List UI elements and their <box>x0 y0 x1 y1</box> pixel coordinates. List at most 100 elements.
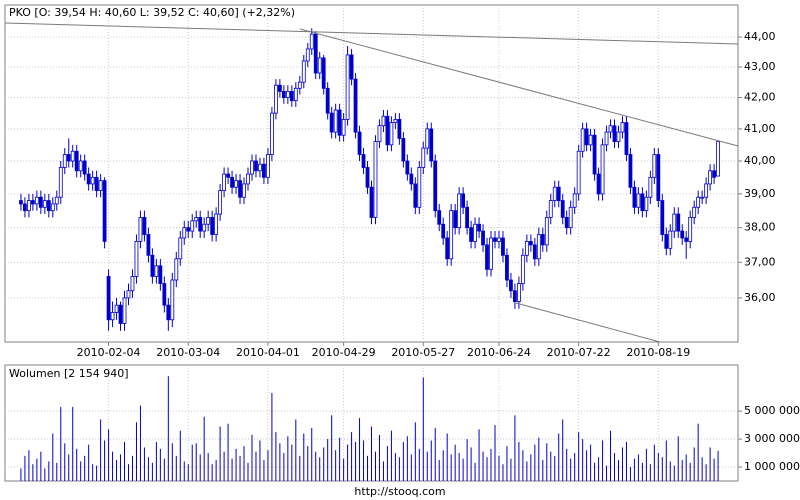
candle-body <box>592 134 597 175</box>
candle-body <box>564 217 569 229</box>
candle-body <box>628 154 633 188</box>
candle-body <box>461 193 466 208</box>
candle-body <box>381 115 386 127</box>
candle-body <box>572 193 577 208</box>
candle-body <box>309 33 314 50</box>
trend-line <box>4 22 739 45</box>
candle-body <box>277 84 282 92</box>
candle-body <box>453 210 458 229</box>
x-tick-label: 2010-04-01 <box>236 346 300 359</box>
candle-body <box>30 200 35 205</box>
candle-body <box>222 173 227 191</box>
candle-body <box>477 223 481 232</box>
candle-body <box>716 141 720 177</box>
candle-body <box>114 304 119 313</box>
candle-body <box>656 154 661 201</box>
candle-body <box>266 154 270 178</box>
candle-body <box>548 200 553 218</box>
candle-body <box>513 290 517 302</box>
y-tick-label: 36,00 <box>744 291 776 304</box>
price-title: PKO [O: 39,54 H: 40,60 L: 39,52 C: 40,60… <box>9 6 295 19</box>
candle-body <box>712 170 716 178</box>
candle-body <box>433 160 438 212</box>
candle-body <box>134 241 139 277</box>
candle-body <box>604 131 609 146</box>
candle-body <box>373 141 378 218</box>
candle-body <box>413 183 418 208</box>
candle-body <box>19 200 23 205</box>
candle-body <box>142 217 147 235</box>
candle-body <box>596 173 601 195</box>
candle-body <box>126 290 131 299</box>
candle-body <box>588 134 593 146</box>
candle-body <box>58 167 63 198</box>
candle-body <box>481 230 485 246</box>
candle-body <box>409 173 414 185</box>
candle-body <box>457 193 462 229</box>
candle-body <box>273 84 278 114</box>
candle-body <box>365 167 370 188</box>
candle-body <box>146 234 151 256</box>
candle-body <box>238 180 242 198</box>
candle-body <box>158 265 163 284</box>
candle-body <box>520 254 525 284</box>
candle-body <box>38 196 43 208</box>
candle-body <box>509 279 513 292</box>
candle-body <box>580 128 585 152</box>
candle-body <box>106 276 111 321</box>
candle-body <box>393 119 398 123</box>
candle-body <box>178 237 183 260</box>
candle-body <box>493 237 497 242</box>
candle-body <box>385 115 390 146</box>
trend-line <box>299 28 739 147</box>
candle-body <box>50 203 55 212</box>
candle-body <box>162 283 167 306</box>
candle-body <box>540 234 545 246</box>
candle-body <box>449 210 454 260</box>
candle-body <box>78 160 83 172</box>
candle-body <box>696 196 701 208</box>
candle-body <box>345 54 350 120</box>
candle-body <box>576 150 581 195</box>
candle-body <box>397 119 402 139</box>
candle-body <box>636 193 641 208</box>
candle-body <box>640 193 645 212</box>
candle-body <box>23 203 27 212</box>
candle-body <box>130 276 135 292</box>
candle-body <box>110 312 115 321</box>
candle-body <box>568 206 573 229</box>
candle-body <box>202 223 207 232</box>
x-tick-label: 2010-03-04 <box>156 346 220 359</box>
candle-body <box>469 227 473 242</box>
candle-body <box>341 119 346 136</box>
candle-body <box>285 90 290 98</box>
x-tick-label: 2010-06-24 <box>467 346 531 359</box>
candle-body <box>138 217 143 242</box>
candle-body <box>94 176 99 191</box>
candle-body <box>620 122 625 133</box>
candle-body <box>644 196 649 212</box>
candle-body <box>361 154 366 168</box>
candle-body <box>246 173 250 185</box>
candle-body <box>62 154 67 168</box>
candle-body <box>552 186 557 201</box>
candle-body <box>708 170 713 185</box>
candle-body <box>46 200 51 212</box>
candle-body <box>118 304 123 324</box>
candle-body <box>425 128 430 149</box>
candle-body <box>90 176 95 185</box>
candle-body <box>198 217 203 232</box>
candle-body <box>700 196 705 199</box>
candle-body <box>501 237 505 256</box>
candle-body <box>357 131 362 155</box>
candle-body <box>329 112 334 133</box>
candle-body <box>692 206 697 218</box>
candle-body <box>353 78 358 133</box>
candle-body <box>417 167 422 208</box>
candle-body <box>660 200 665 235</box>
candle-body <box>82 160 87 175</box>
x-tick-label: 2010-08-19 <box>626 346 690 359</box>
y-tick-label: 42,00 <box>744 91 776 104</box>
x-tick-label: 2010-05-27 <box>391 346 455 359</box>
candle-body <box>154 265 159 277</box>
